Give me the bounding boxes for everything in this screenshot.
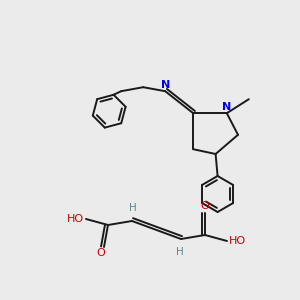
Text: O: O xyxy=(97,248,105,258)
Text: HO: HO xyxy=(229,236,246,246)
Text: HO: HO xyxy=(67,214,84,224)
Text: O: O xyxy=(201,201,209,211)
Text: N: N xyxy=(222,102,231,112)
Text: H: H xyxy=(176,247,184,257)
Text: N: N xyxy=(160,80,170,90)
Text: H: H xyxy=(129,203,137,213)
